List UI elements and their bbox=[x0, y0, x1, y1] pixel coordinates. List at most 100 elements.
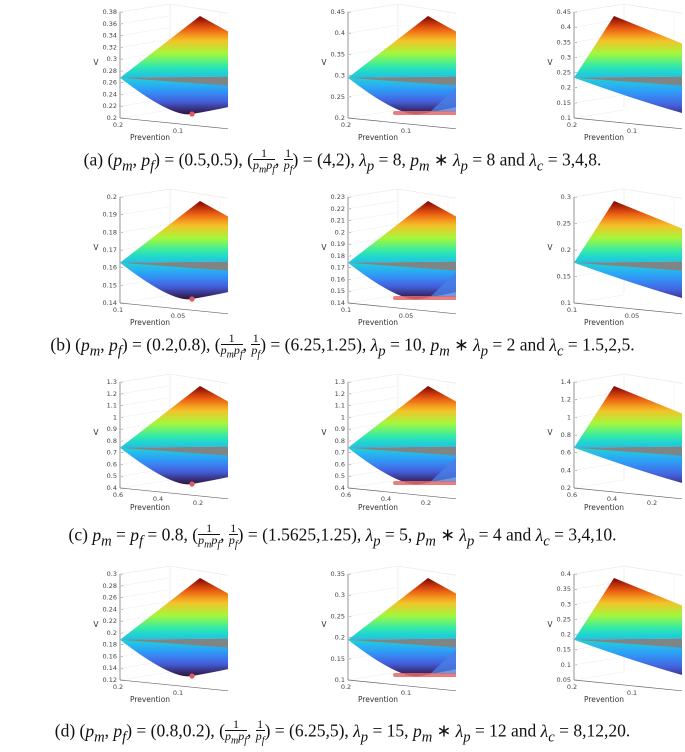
svg-text:V: V bbox=[93, 428, 99, 437]
svg-text:0.05: 0.05 bbox=[625, 312, 639, 320]
svg-text:0.2: 0.2 bbox=[335, 228, 345, 236]
svg-text:0.2: 0.2 bbox=[421, 499, 431, 507]
svg-text:0.4: 0.4 bbox=[153, 495, 163, 503]
surface-plot-a3: 0.450.40.350.30.250.20.150.1V0.20.1000.5… bbox=[462, 0, 682, 145]
svg-text:0.19: 0.19 bbox=[103, 211, 117, 219]
svg-text:1: 1 bbox=[341, 413, 345, 421]
svg-text:0.2: 0.2 bbox=[567, 121, 577, 129]
svg-text:0.2: 0.2 bbox=[107, 193, 117, 201]
svg-text:1.2: 1.2 bbox=[561, 396, 571, 404]
svg-text:0.2: 0.2 bbox=[107, 629, 117, 637]
svg-text:1: 1 bbox=[567, 413, 571, 421]
surface-plot-c1: 1.31.21.110.90.80.70.60.50.4V0.60.40.200… bbox=[8, 370, 228, 515]
svg-text:0.18: 0.18 bbox=[331, 252, 345, 260]
svg-text:1.2: 1.2 bbox=[107, 390, 117, 398]
surface-plot-b3: 0.30.250.20.150.1V0.10.05000.5Prevention… bbox=[462, 185, 682, 330]
svg-text:0.4: 0.4 bbox=[335, 29, 345, 37]
svg-text:0.18: 0.18 bbox=[103, 228, 117, 236]
svg-text:1.3: 1.3 bbox=[107, 378, 117, 386]
svg-text:0.28: 0.28 bbox=[103, 582, 117, 590]
svg-text:0.15: 0.15 bbox=[103, 281, 117, 289]
svg-text:0.1: 0.1 bbox=[561, 114, 571, 122]
svg-text:Prevention: Prevention bbox=[358, 133, 398, 142]
svg-text:0.3: 0.3 bbox=[107, 570, 117, 578]
svg-text:0.4: 0.4 bbox=[561, 23, 571, 31]
svg-text:V: V bbox=[321, 428, 327, 437]
surface-plot-a2: 0.450.40.350.30.250.2V0.20.1000.20.4Prev… bbox=[236, 0, 456, 145]
svg-text:Prevention: Prevention bbox=[130, 695, 170, 704]
svg-text:0.2: 0.2 bbox=[561, 246, 571, 254]
svg-text:V: V bbox=[93, 58, 99, 67]
surface-plot-d1: 0.3 0.28 0.26 0.24 0.22 0.2 0.18 0.16 0.14 0.12 V 0… bbox=[8, 562, 228, 707]
svg-text:0.7: 0.7 bbox=[107, 449, 117, 457]
svg-text:0.32: 0.32 bbox=[103, 43, 117, 51]
svg-text:Prevention: Prevention bbox=[584, 133, 624, 142]
svg-text:0.1: 0.1 bbox=[173, 689, 183, 697]
figure-row-a: 0.38 0.36 0.34 0.32 0.3 0.28 0.26 0.24 0.22 0.2 V 0… bbox=[0, 0, 685, 180]
svg-text:0.16: 0.16 bbox=[103, 264, 117, 272]
caption-d: (d) (pm, pf) = (0.8,0.2), (1 pmpf, 1 pf) =… bbox=[54, 717, 631, 747]
svg-text:0.1: 0.1 bbox=[341, 306, 351, 314]
surface-plot-b1: 0.20.190.180.170.160.150.14V0.10.05000.1… bbox=[8, 185, 228, 330]
svg-text:0.15: 0.15 bbox=[557, 646, 571, 654]
svg-text:V: V bbox=[321, 243, 327, 252]
svg-text:0.14: 0.14 bbox=[103, 299, 117, 307]
svg-text:0.22: 0.22 bbox=[103, 102, 117, 110]
svg-text:0.15: 0.15 bbox=[557, 273, 571, 281]
svg-text:0.9: 0.9 bbox=[335, 425, 345, 433]
svg-text:Prevention: Prevention bbox=[358, 318, 398, 327]
svg-text:0.24: 0.24 bbox=[103, 605, 117, 613]
svg-text:0.15: 0.15 bbox=[557, 99, 571, 107]
svg-text:0.14: 0.14 bbox=[331, 299, 345, 307]
svg-text:0.16: 0.16 bbox=[331, 275, 345, 283]
svg-text:0.15: 0.15 bbox=[331, 287, 345, 295]
svg-text:Prevention: Prevention bbox=[584, 695, 624, 704]
svg-text:0.25: 0.25 bbox=[557, 220, 571, 228]
svg-text:V: V bbox=[547, 428, 553, 437]
svg-text:0.8: 0.8 bbox=[335, 437, 345, 445]
svg-text:0.1: 0.1 bbox=[561, 299, 571, 307]
svg-text:Prevention: Prevention bbox=[584, 503, 624, 512]
svg-text:V: V bbox=[93, 243, 99, 252]
svg-text:0.3: 0.3 bbox=[561, 193, 571, 201]
figure-row-d: 0.3 0.28 0.26 0.24 0.22 0.2 0.18 0.16 0.14 0.12 V 0… bbox=[0, 562, 685, 752]
svg-text:0.14: 0.14 bbox=[103, 664, 117, 672]
svg-text:0.8: 0.8 bbox=[107, 437, 117, 445]
surface-plot-d2: 0.350.30.250.20.150.1V0.20.1000.10.2Prev… bbox=[236, 562, 456, 707]
svg-text:0.3: 0.3 bbox=[335, 591, 345, 599]
svg-text:0.1: 0.1 bbox=[173, 127, 183, 135]
svg-text:0.2: 0.2 bbox=[113, 683, 123, 691]
svg-text:0.35: 0.35 bbox=[557, 38, 571, 46]
svg-text:0.35: 0.35 bbox=[557, 585, 571, 593]
svg-text:0.05: 0.05 bbox=[171, 312, 185, 320]
surface-plot-d3: 0.40.350.30.250.20.150.10.05V0.20.1000.1… bbox=[462, 562, 682, 707]
caption-b: (b) (pm, pf) = (0.2,0.8), (1 pmpf, 1 pf) =… bbox=[50, 331, 635, 361]
svg-text:0.45: 0.45 bbox=[557, 8, 571, 16]
caption-c: (c) pm = pf = 0.8, (1 pmpf, 1 pf) = (1.562… bbox=[68, 521, 617, 551]
svg-text:1.2: 1.2 bbox=[335, 390, 345, 398]
svg-text:0.3: 0.3 bbox=[561, 600, 571, 608]
svg-text:0.9: 0.9 bbox=[107, 425, 117, 433]
svg-text:0.21: 0.21 bbox=[331, 217, 345, 225]
svg-text:0.2: 0.2 bbox=[567, 683, 577, 691]
svg-text:0.1: 0.1 bbox=[401, 689, 411, 697]
svg-text:0.2: 0.2 bbox=[647, 499, 657, 507]
svg-text:1.3: 1.3 bbox=[335, 378, 345, 386]
svg-text:V: V bbox=[321, 620, 327, 629]
svg-text:0.1: 0.1 bbox=[561, 661, 571, 669]
svg-text:0.7: 0.7 bbox=[335, 449, 345, 457]
surface-plot-a1: 0.38 0.36 0.34 0.32 0.3 0.28 0.26 0.24 0.22 0.2 V 0… bbox=[8, 0, 228, 145]
svg-text:0.6: 0.6 bbox=[113, 491, 123, 499]
svg-text:0.19: 0.19 bbox=[331, 240, 345, 248]
svg-text:0.2: 0.2 bbox=[113, 121, 123, 129]
svg-text:0.4: 0.4 bbox=[335, 484, 345, 492]
svg-text:0.6: 0.6 bbox=[107, 460, 117, 468]
svg-text:0.35: 0.35 bbox=[331, 570, 345, 578]
svg-text:0.24: 0.24 bbox=[103, 90, 117, 98]
svg-text:0.4: 0.4 bbox=[561, 570, 571, 578]
svg-text:0.1: 0.1 bbox=[567, 306, 577, 314]
svg-text:0.17: 0.17 bbox=[103, 246, 117, 254]
svg-text:0.5: 0.5 bbox=[335, 472, 345, 480]
svg-text:0.4: 0.4 bbox=[381, 495, 391, 503]
svg-text:Prevention: Prevention bbox=[358, 503, 398, 512]
